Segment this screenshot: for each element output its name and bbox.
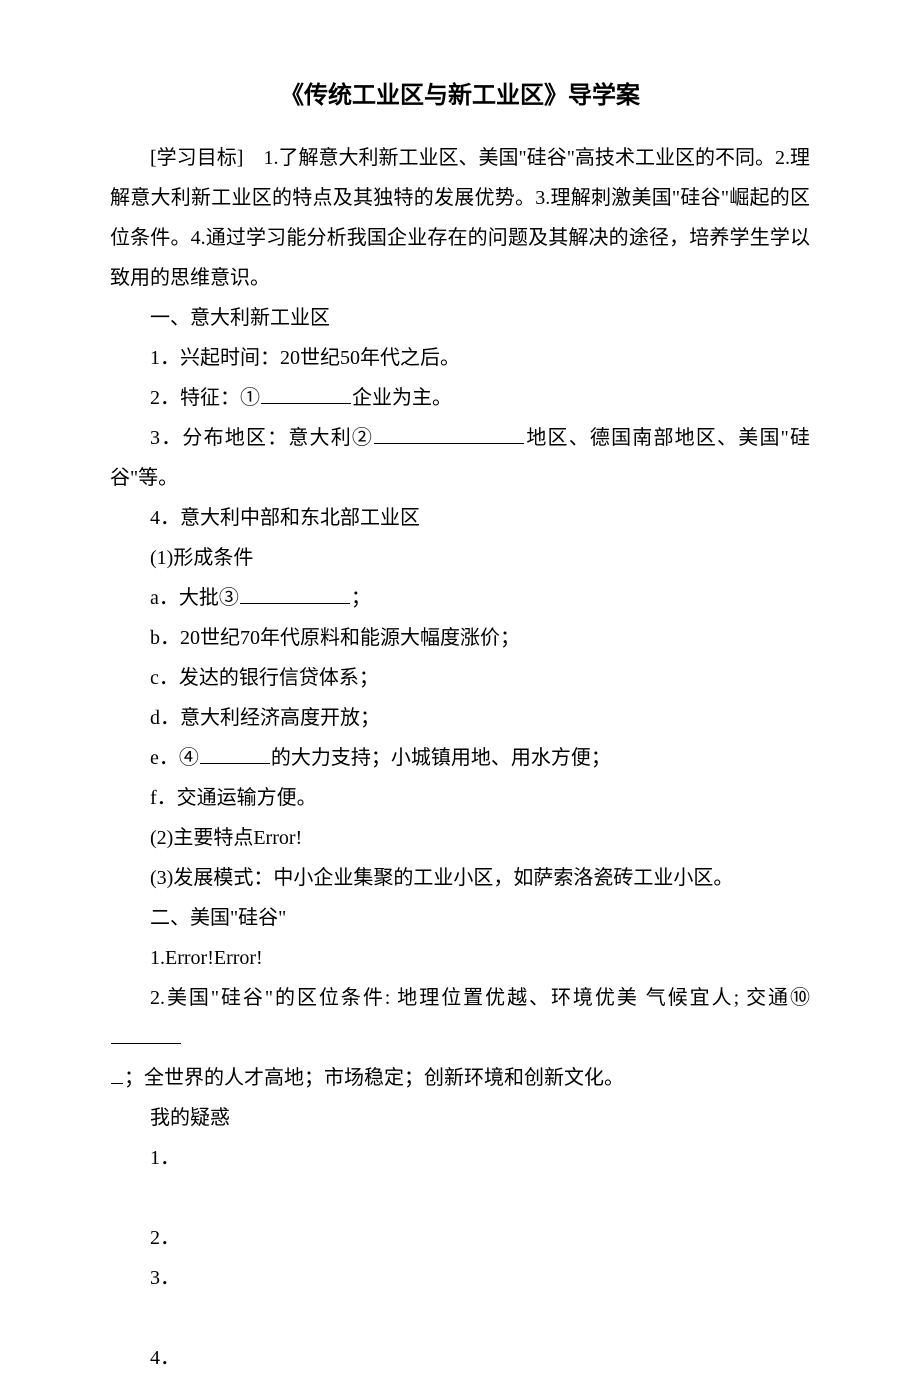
doubt-2: 2．	[110, 1218, 810, 1258]
objective-para: [学习目标] 1.了解意大利新工业区、美国"硅谷"高技术工业区的不同。2.理解意…	[110, 138, 810, 298]
sec1-item3-pre: 3．分布地区：意大利②	[150, 427, 373, 449]
sec2-item2-pre: 2.美国"硅谷"的区位条件: 地理位置优越、环境优美 气候宜人; 交通⑩	[150, 987, 810, 1009]
sec1-e: e．④ 的大力支持；小城镇用地、用水方便；	[110, 738, 810, 778]
sec1-sub3: (3)发展模式：中小企业集聚的工业小区，如萨索洛瓷砖工业小区。	[110, 858, 810, 898]
doubt-1: 1．	[110, 1138, 810, 1178]
sec2-item2-line1: 2.美国"硅谷"的区位条件: 地理位置优越、环境优美 气候宜人; 交通⑩	[110, 978, 810, 1058]
section-2-heading: 二、美国"硅谷"	[110, 898, 810, 938]
sec1-c: c．发达的银行信贷体系；	[110, 658, 810, 698]
doubt-3: 3．	[110, 1258, 810, 1298]
sec1-a-post: ；	[351, 587, 371, 609]
sec1-item1: 1．兴起时间：20世纪50年代之后。	[110, 338, 810, 378]
sec1-item3: 3．分布地区：意大利②地区、德国南部地区、美国"硅谷"等。	[110, 418, 810, 498]
sec1-item2-pre: 2．特征：①	[150, 387, 260, 409]
sec1-a: a．大批③ ；	[110, 578, 810, 618]
page-title: 《传统工业区与新工业区》导学案	[110, 72, 810, 120]
sec1-b: b．20世纪70年代原料和能源大幅度涨价；	[110, 618, 810, 658]
sec2-item1: 1.Error!Error!	[110, 938, 810, 978]
sec1-item2: 2．特征：① 企业为主。	[110, 378, 810, 418]
blank-10[interactable]	[111, 1043, 181, 1044]
sec2-item2-line2: ；全世界的人才高地；市场稳定；创新环境和创新文化。	[110, 1058, 810, 1098]
blank-3[interactable]	[240, 603, 350, 604]
sec1-e-post: 的大力支持；小城镇用地、用水方便；	[271, 747, 611, 769]
doubts-heading: 我的疑惑	[110, 1098, 810, 1138]
sec1-item2-post: 企业为主。	[352, 387, 452, 409]
sec1-d: d．意大利经济高度开放；	[110, 698, 810, 738]
spacer-1	[110, 1178, 810, 1218]
sec2-item2-cont: ；全世界的人才高地；市场稳定；创新环境和创新文化。	[124, 1067, 624, 1089]
sec1-a-pre: a．大批③	[150, 587, 239, 609]
spacer-2	[110, 1298, 810, 1338]
section-1-heading: 一、意大利新工业区	[110, 298, 810, 338]
sec1-item4: 4．意大利中部和东北部工业区	[110, 498, 810, 538]
sec1-f: f．交通运输方便。	[110, 778, 810, 818]
blank-4[interactable]	[200, 763, 270, 764]
objective-label: [学习目标]	[150, 147, 243, 169]
sec1-sub2: (2)主要特点Error!	[110, 818, 810, 858]
sec1-sub1: (1)形成条件	[110, 538, 810, 578]
blank-2[interactable]	[374, 443, 524, 444]
doubt-4: 4．	[110, 1338, 810, 1378]
blank-10-cont[interactable]	[111, 1083, 123, 1084]
sec1-e-pre: e．④	[150, 747, 199, 769]
blank-1[interactable]	[261, 403, 351, 404]
